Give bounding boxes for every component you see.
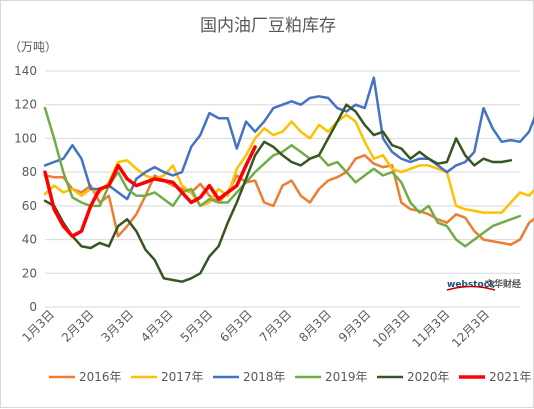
legend-label: 2019年 [325, 370, 368, 384]
y-tick-label: 100 [14, 131, 37, 145]
chart-title: 国内油厂豆粕库存 [200, 16, 336, 36]
series-lines [43, 76, 534, 283]
x-tick-label: 1月3日 [19, 307, 57, 345]
y-tick-label: 40 [22, 233, 37, 247]
watermark-swoosh [446, 285, 496, 291]
y-tick-label: 60 [22, 199, 37, 213]
y-tick-label: 140 [14, 64, 37, 78]
y-axis-ticks: 0 20 40 60 80 100 120 140 [14, 64, 37, 314]
watermark-brand: webstock [447, 280, 496, 290]
y-tick-label: 80 [22, 165, 37, 179]
legend-label: 2016年 [79, 370, 122, 384]
y-tick-label: 120 [14, 98, 37, 112]
y-tick-label: 20 [22, 266, 37, 280]
series-line-2017年 [43, 113, 534, 214]
series-line-2016年 [43, 154, 534, 246]
x-tick-label: 6月3日 [217, 307, 255, 345]
grid-lines [45, 70, 520, 308]
x-tick-label: 2月3日 [59, 307, 97, 345]
x-tick-label: 5月3日 [178, 307, 216, 345]
x-tick-label: 10月3日 [370, 307, 413, 350]
x-tick-label: 8月3日 [296, 307, 334, 345]
x-tick-label: 7月3日 [257, 307, 295, 345]
legend-label: 2021年 [489, 370, 532, 384]
x-tick-label: 9月3日 [336, 307, 374, 345]
series-line-2018年 [43, 76, 534, 201]
x-tick-label: 11月3日 [410, 307, 453, 350]
series-line-2019年 [43, 106, 522, 248]
legend-label: 2017年 [161, 370, 204, 384]
y-tick-label: 0 [29, 300, 37, 314]
legend: 2016年 2017年 2018年 2019年 2020年 2021年 [49, 370, 532, 384]
series-line-2021年 [43, 145, 257, 238]
x-tick-label: 4月3日 [138, 307, 176, 345]
x-axis-ticks: 1月3日 2月3日 3月3日 4月3日 5月3日 6月3日 7月3日 8月3日 9月3日10月3… [19, 307, 492, 350]
y-unit-label: （万吨） [9, 40, 57, 54]
legend-label: 2020年 [407, 370, 450, 384]
legend-label: 2018年 [243, 370, 286, 384]
x-tick-label: 12月3日 [449, 307, 492, 350]
watermark-cn: 文华财经 [484, 278, 521, 290]
series-line-2020年 [43, 103, 513, 283]
x-tick-label: 3月3日 [99, 307, 137, 345]
